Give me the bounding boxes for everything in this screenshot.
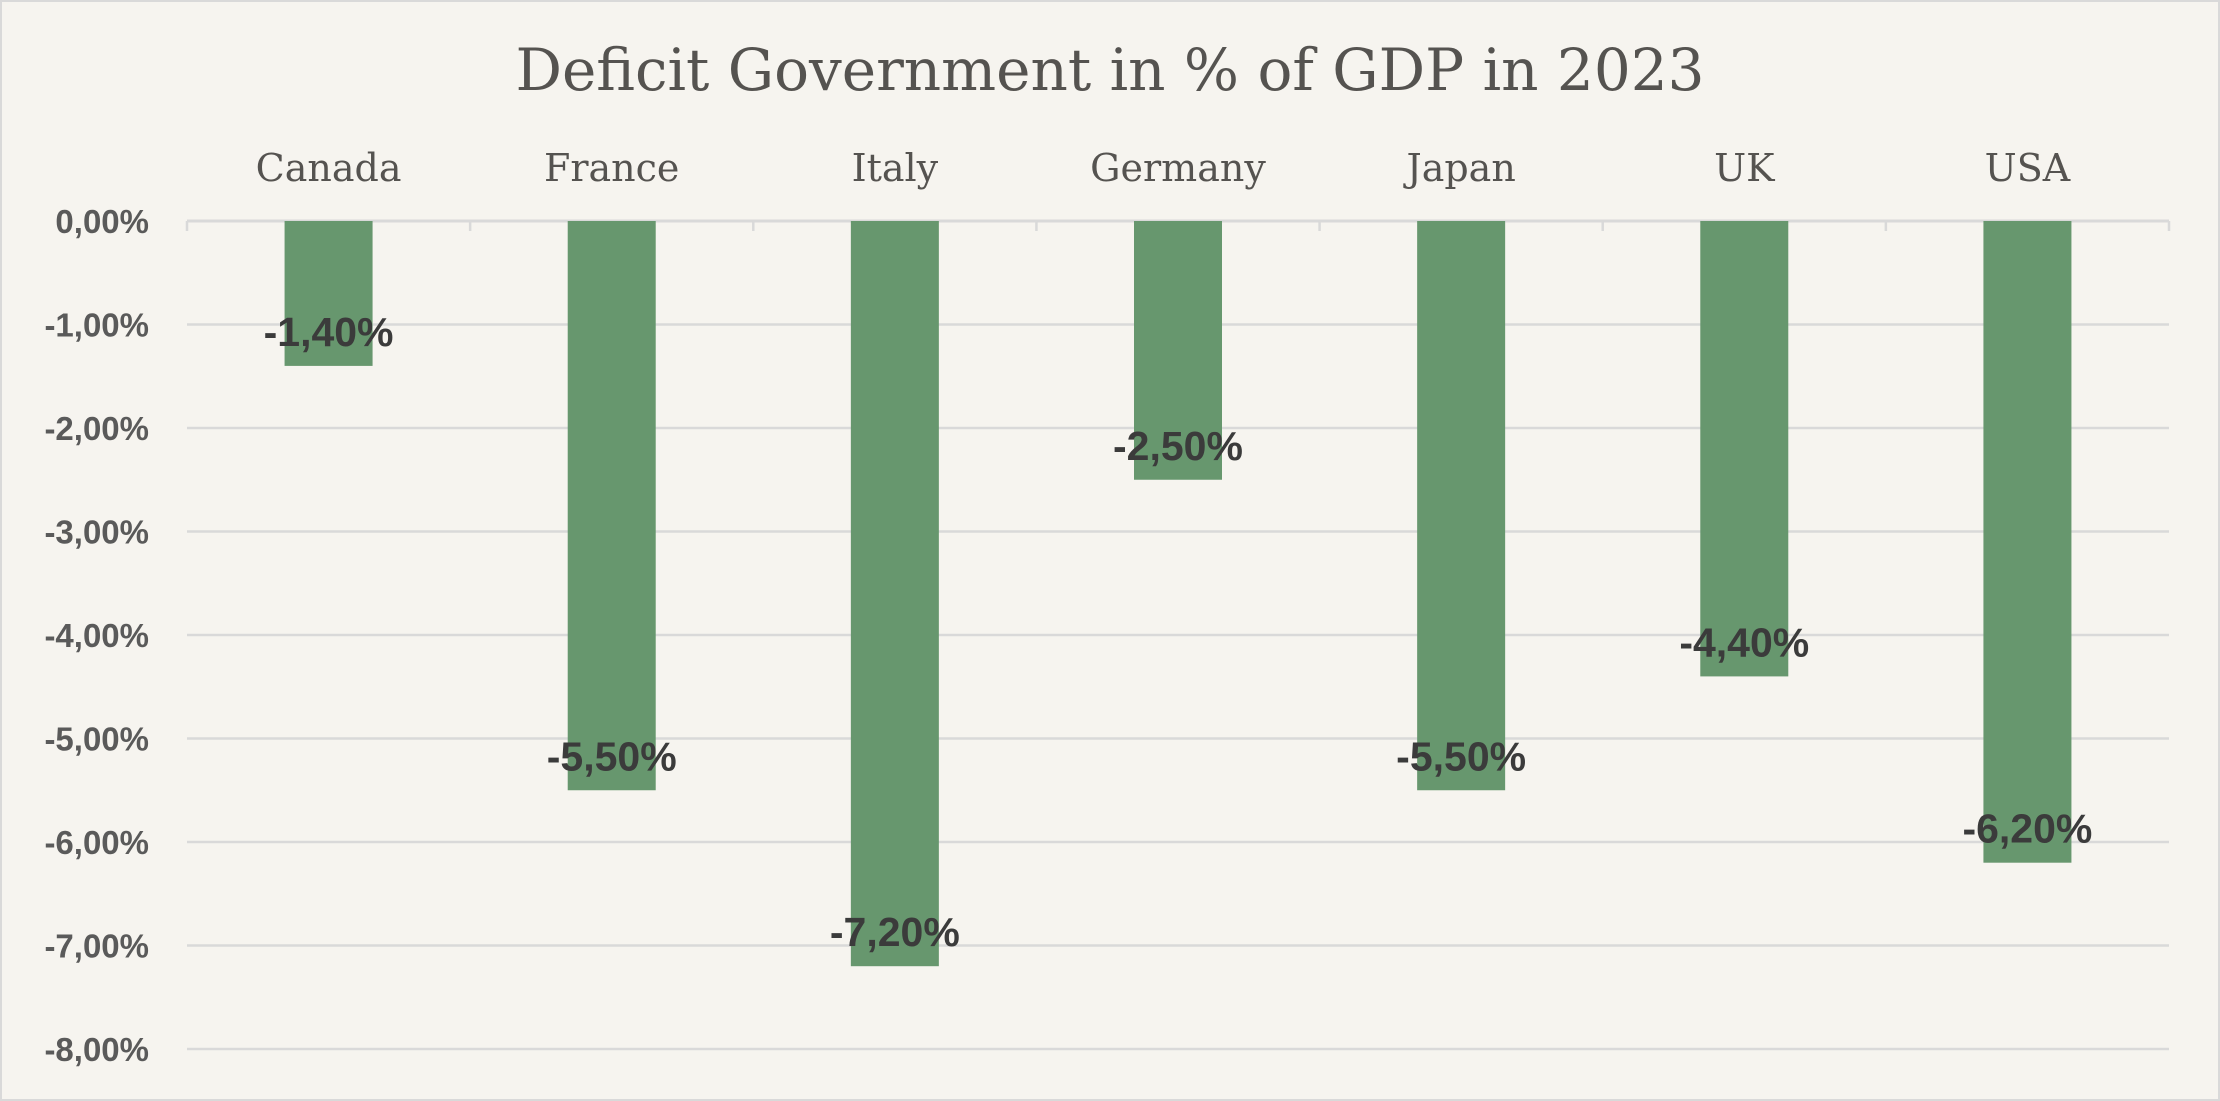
category-label: Germany xyxy=(1090,146,1266,190)
data-label: -1,40% xyxy=(264,309,394,355)
bar xyxy=(1983,221,2072,863)
bar xyxy=(850,221,939,967)
data-label: -5,50% xyxy=(1396,733,1526,779)
data-label: -4,40% xyxy=(1679,619,1809,665)
y-tick-label: -6,00% xyxy=(44,824,149,861)
gridlines xyxy=(187,323,2169,1051)
chart-title: Deficit Government in % of GDP in 2023 xyxy=(515,36,1704,104)
data-label: -7,20% xyxy=(830,909,960,955)
category-label: Italy xyxy=(852,146,939,190)
y-tick-label: -8,00% xyxy=(44,1031,149,1068)
category-label: France xyxy=(544,146,679,190)
y-tick-label: -4,00% xyxy=(44,617,149,654)
category-label: Japan xyxy=(1402,146,1515,190)
bar xyxy=(567,221,656,791)
bar xyxy=(1134,221,1222,480)
y-tick-label: -5,00% xyxy=(44,721,149,758)
bars xyxy=(284,221,2072,967)
category-label: USA xyxy=(1985,146,2071,190)
bar xyxy=(1417,221,1506,791)
category-label: Canada xyxy=(256,146,402,190)
bar xyxy=(1700,221,1789,677)
data-label: -2,50% xyxy=(1113,423,1243,469)
y-tick-label: -3,00% xyxy=(44,514,149,551)
bar xyxy=(284,221,373,366)
data-label: -6,20% xyxy=(1962,806,2092,852)
y-tick-label: 0,00% xyxy=(55,203,149,240)
y-tick-label: -1,00% xyxy=(44,307,149,344)
data-labels: -1,40% -5,50% -7,20% -2,50% -5,50% -4,40% -6,2… xyxy=(264,309,2093,955)
data-label: -5,50% xyxy=(547,733,677,779)
category-label: UK xyxy=(1714,146,1775,190)
y-tick-label: -7,00% xyxy=(44,928,149,965)
y-axis-tick-labels: 0,00% -1,00% -2,00% -3,00% -4,00% -5,00% -6,00… xyxy=(44,203,149,1068)
y-tick-label: -2,00% xyxy=(44,410,149,447)
category-labels: Canada France Italy Germany Japan UK USA xyxy=(256,146,2071,190)
